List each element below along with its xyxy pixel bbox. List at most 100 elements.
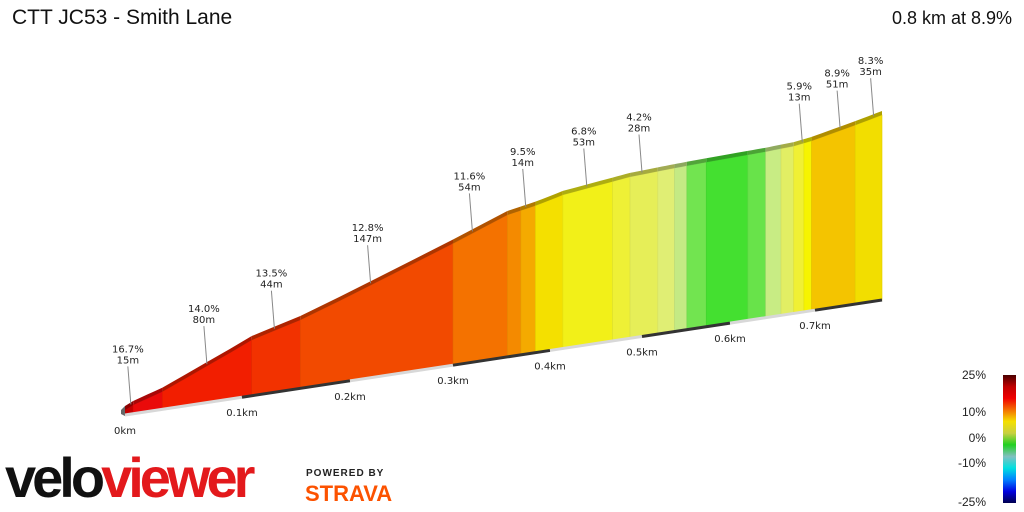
gradient-segment — [657, 167, 675, 335]
gradient-segment — [811, 124, 856, 312]
distance-band — [452, 348, 551, 367]
segment-top-edge — [747, 147, 766, 155]
gradient-annotation: 12.8%147m — [352, 223, 384, 284]
gradient-segment — [535, 194, 564, 353]
annotation-length: 15m — [117, 355, 139, 366]
annotation-gradient: 5.9% — [787, 82, 812, 93]
gradient-segment — [705, 154, 749, 328]
distance-band — [349, 363, 454, 383]
annotation-leader-line — [638, 134, 643, 173]
annotation-length: 51m — [826, 80, 848, 91]
segment-top-edge — [612, 172, 631, 182]
gradient-segment — [765, 148, 782, 319]
gradient-segment — [793, 142, 805, 314]
annotation-length: 35m — [859, 67, 881, 78]
legend-label-10: 10% — [961, 405, 986, 419]
x-tick-label: 0km — [114, 426, 136, 437]
strava-logo: STRAVA — [305, 481, 393, 506]
annotation-length: 13m — [788, 93, 810, 104]
gradient-annotation: 5.9%13m — [787, 82, 812, 142]
profile-start-cap — [121, 406, 125, 416]
segment-top-edge — [674, 161, 687, 169]
segment-top-edge — [453, 211, 508, 244]
gradient-segment — [507, 210, 522, 358]
gradient-annotation: 9.5%14m — [510, 147, 535, 207]
segment-top-edge — [507, 206, 521, 216]
gradient-segment — [686, 161, 707, 330]
distance-band — [814, 298, 883, 312]
annotation-length: 14m — [512, 158, 534, 169]
x-tick-label: 0.7km — [799, 321, 830, 332]
gradient-annotation: 4.2%28m — [626, 113, 652, 173]
segment-top-edge — [251, 315, 301, 341]
annotation-gradient: 11.6% — [454, 171, 486, 182]
segment-top-edge — [811, 121, 856, 141]
annotation-length: 28m — [628, 124, 650, 135]
gradient-annotation: 16.7%15m — [112, 344, 144, 405]
x-tick-label: 0.6km — [714, 334, 745, 345]
annotation-leader-line — [367, 245, 372, 284]
segment-top-edge — [133, 387, 163, 405]
annotation-leader-line — [870, 78, 875, 117]
legend-label-25: 25% — [961, 368, 986, 382]
distance-band — [729, 308, 816, 325]
segment-top-edge — [630, 167, 658, 177]
distance-band — [241, 379, 351, 399]
climb-title: CTT JC53 - Smith Lane — [12, 6, 233, 29]
gradient-annotation: 6.8%53m — [571, 126, 597, 187]
gradient-segment — [674, 165, 688, 332]
annotation-gradient: 9.5% — [510, 147, 535, 158]
segment-top-edge — [535, 190, 563, 206]
segment-top-edge — [300, 239, 453, 320]
gradient-segment — [747, 151, 767, 321]
annotation-length: 147m — [353, 234, 382, 245]
annotation-gradient: 8.9% — [824, 69, 849, 80]
gradient-annotation: 13.5%44m — [256, 269, 288, 329]
annotation-gradient: 6.8% — [571, 126, 596, 137]
gradient-legend: 25% 10% 0% -10% -25% — [957, 368, 1024, 512]
segment-top-edge — [562, 177, 613, 195]
veloviewer-logo: veloviewer — [5, 446, 255, 509]
gradient-annotation: 11.6%54m — [454, 171, 486, 232]
annotation-gradient: 8.3% — [858, 56, 883, 67]
annotation-leader-line — [583, 148, 588, 187]
legend-label-neg25: -25% — [957, 495, 986, 509]
powered-by-label: POWERED BY — [306, 468, 385, 479]
annotation-gradient: 12.8% — [352, 223, 384, 234]
annotation-leader-line — [127, 366, 132, 405]
x-tick-label: 0.2km — [334, 392, 365, 403]
annotation-length: 53m — [573, 137, 595, 148]
x-tick-label: 0.4km — [534, 361, 565, 372]
segment-top-edge — [781, 142, 794, 149]
annotation-gradient: 13.5% — [256, 269, 288, 280]
climb-summary: 0.8 km at 8.9% — [891, 8, 1012, 28]
distance-band — [549, 334, 643, 352]
gradient-segment — [803, 140, 812, 313]
legend-color-bar — [1003, 375, 1016, 503]
annotation-leader-line — [836, 90, 841, 129]
segment-top-edge — [803, 136, 812, 144]
gradient-segment — [854, 114, 883, 305]
gradient-segment — [251, 319, 301, 397]
gradient-annotation: 8.9%51m — [824, 69, 850, 129]
distance-band — [641, 321, 731, 338]
gradient-segment — [780, 145, 795, 316]
segment-top-edge — [765, 144, 781, 152]
annotation-gradient: 16.7% — [112, 344, 144, 355]
segment-top-edge — [793, 139, 804, 147]
gradient-segment — [562, 181, 613, 349]
segment-top-edge — [855, 111, 882, 126]
x-tick-label: 0.5km — [626, 347, 657, 358]
x-tick-label: 0.1km — [226, 408, 257, 419]
segment-top-edge — [520, 201, 536, 211]
annotation-length: 44m — [260, 280, 282, 291]
gradient-segment — [520, 205, 536, 356]
annotation-leader-line — [270, 290, 275, 329]
segment-top-edge — [706, 150, 748, 163]
legend-label-0: 0% — [968, 431, 986, 445]
distance-band — [124, 395, 243, 417]
annotation-gradient: 4.2% — [626, 113, 651, 124]
gradient-annotation: 8.3%35m — [858, 56, 883, 117]
annotation-leader-line — [468, 193, 473, 232]
